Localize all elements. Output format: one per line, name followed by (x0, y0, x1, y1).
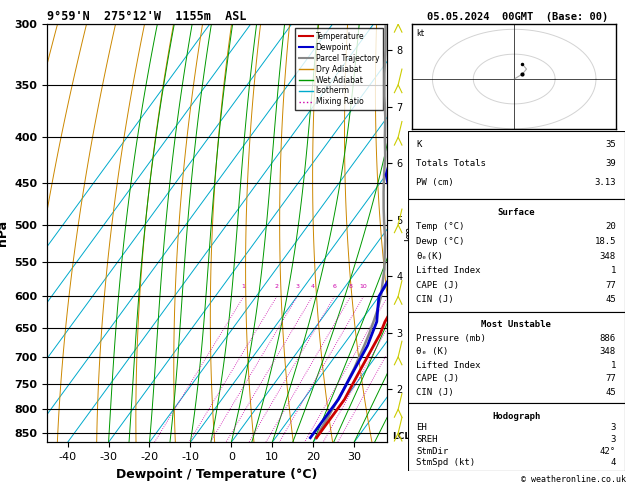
Text: 3.13: 3.13 (594, 178, 616, 187)
Text: kt: kt (416, 29, 424, 38)
Text: 10: 10 (360, 284, 367, 289)
Text: θₑ (K): θₑ (K) (416, 347, 448, 356)
Text: SREH: SREH (416, 435, 438, 444)
Text: Lifted Index: Lifted Index (416, 361, 481, 370)
Text: © weatheronline.co.uk: © weatheronline.co.uk (521, 474, 626, 484)
Text: Dewp (°C): Dewp (°C) (416, 237, 465, 246)
Text: CAPE (J): CAPE (J) (416, 280, 459, 290)
Text: 18.5: 18.5 (594, 237, 616, 246)
Text: CIN (J): CIN (J) (416, 295, 454, 304)
Legend: Temperature, Dewpoint, Parcel Trajectory, Dry Adiabat, Wet Adiabat, Isotherm, Mi: Temperature, Dewpoint, Parcel Trajectory… (295, 28, 383, 110)
X-axis label: Dewpoint / Temperature (°C): Dewpoint / Temperature (°C) (116, 468, 318, 481)
Text: 3: 3 (295, 284, 299, 289)
Text: 1: 1 (611, 361, 616, 370)
Text: θₑ(K): θₑ(K) (416, 251, 443, 260)
Text: 348: 348 (600, 251, 616, 260)
Text: Pressure (mb): Pressure (mb) (416, 333, 486, 343)
Text: StmSpd (kt): StmSpd (kt) (416, 458, 476, 467)
Y-axis label: km
ASL: km ASL (404, 224, 426, 243)
Text: 9°59'N  275°12'W  1155m  ASL: 9°59'N 275°12'W 1155m ASL (47, 10, 247, 23)
Text: 42°: 42° (600, 447, 616, 455)
Text: Surface: Surface (498, 208, 535, 217)
Text: EH: EH (416, 423, 427, 433)
Text: 3: 3 (611, 435, 616, 444)
Text: Lifted Index: Lifted Index (416, 266, 481, 275)
Text: Totals Totals: Totals Totals (416, 159, 486, 168)
Text: 20: 20 (605, 223, 616, 231)
Text: 77: 77 (605, 374, 616, 383)
Text: 1: 1 (611, 266, 616, 275)
Text: K: K (416, 140, 421, 149)
Text: Temp (°C): Temp (°C) (416, 223, 465, 231)
Text: 6: 6 (333, 284, 337, 289)
Text: 348: 348 (600, 347, 616, 356)
Text: 886: 886 (600, 333, 616, 343)
Text: 4: 4 (310, 284, 314, 289)
Bar (408, 403, 625, 471)
Text: 77: 77 (605, 280, 616, 290)
Text: Most Unstable: Most Unstable (481, 320, 551, 329)
Y-axis label: hPa: hPa (0, 220, 9, 246)
Bar (408, 312, 625, 403)
Text: 39: 39 (605, 159, 616, 168)
Bar (408, 131, 625, 199)
Text: 35: 35 (605, 140, 616, 149)
Text: 1: 1 (242, 284, 245, 289)
Text: 8: 8 (348, 284, 352, 289)
Text: 3: 3 (611, 423, 616, 433)
Text: 4: 4 (611, 458, 616, 467)
Text: StmDir: StmDir (416, 447, 448, 455)
Text: LCL: LCL (392, 433, 411, 441)
Text: 45: 45 (605, 388, 616, 397)
Text: CIN (J): CIN (J) (416, 388, 454, 397)
Text: PW (cm): PW (cm) (416, 178, 454, 187)
Text: 2: 2 (275, 284, 279, 289)
Bar (408, 199, 625, 312)
Text: 05.05.2024  00GMT  (Base: 00): 05.05.2024 00GMT (Base: 00) (427, 12, 608, 22)
Text: 45: 45 (605, 295, 616, 304)
Text: Hodograph: Hodograph (492, 412, 540, 421)
Text: CAPE (J): CAPE (J) (416, 374, 459, 383)
